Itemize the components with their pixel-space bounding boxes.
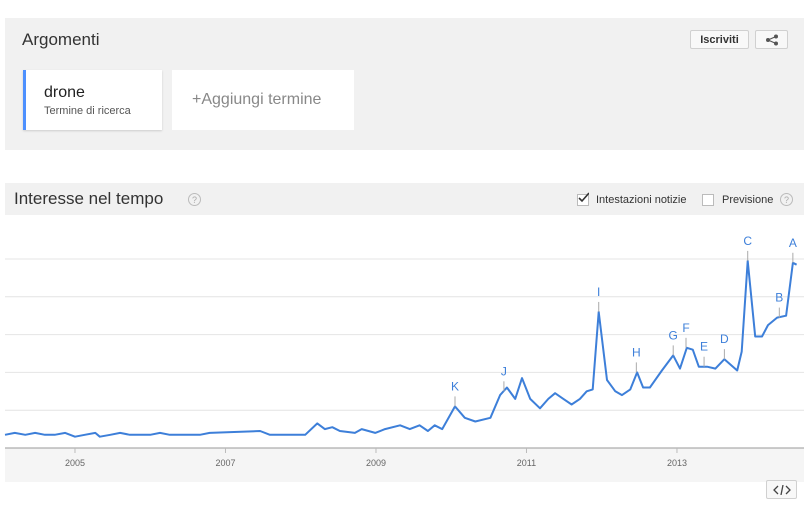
x-tick-label: 2005 [65,458,85,468]
annotation-label[interactable]: F [682,321,689,335]
annotation-label[interactable]: G [669,328,678,342]
share-button[interactable] [755,30,788,49]
annotation-label[interactable]: I [597,285,600,299]
term-type: Termine di ricerca [44,105,131,117]
embed-button[interactable] [766,480,797,499]
forecast-checkbox[interactable] [702,194,714,206]
add-term-card[interactable]: +Aggiungi termine [172,70,354,130]
help-icon[interactable]: ? [780,193,793,206]
news-checkbox[interactable] [577,192,589,206]
x-tick-label: 2011 [517,458,536,468]
embed-icon [772,484,791,495]
x-tick-label: 2007 [215,458,235,468]
annotation-label[interactable]: H [632,345,641,359]
annotation-label[interactable]: A [789,236,797,250]
subscribe-button[interactable]: Iscriviti [690,30,749,49]
interest-title: Interesse nel tempo [14,189,164,208]
help-icon[interactable]: ? [188,193,201,206]
annotation-label[interactable]: E [700,340,708,354]
annotation-label[interactable]: B [775,291,783,305]
annotation-label[interactable]: J [501,364,507,378]
annotation-label[interactable]: C [743,234,752,248]
x-tick-label: 2013 [667,458,687,468]
topics-title: Argomenti [22,30,100,49]
news-label: Intestazioni notizie [596,194,687,206]
x-tick-label: 2009 [366,458,386,468]
term-name: drone [44,84,85,101]
annotation-label[interactable]: K [451,379,459,393]
share-icon [765,34,778,45]
forecast-label: Previsione [722,194,774,206]
check-mark [578,192,589,203]
trend-line [4,259,798,438]
annotation-label[interactable]: D [720,332,729,346]
add-term: +Aggiungi termine [192,91,322,108]
x-axis-band [5,448,804,482]
interest-header [5,183,804,215]
term-card[interactable]: drone Termine di ricerca [23,70,162,130]
